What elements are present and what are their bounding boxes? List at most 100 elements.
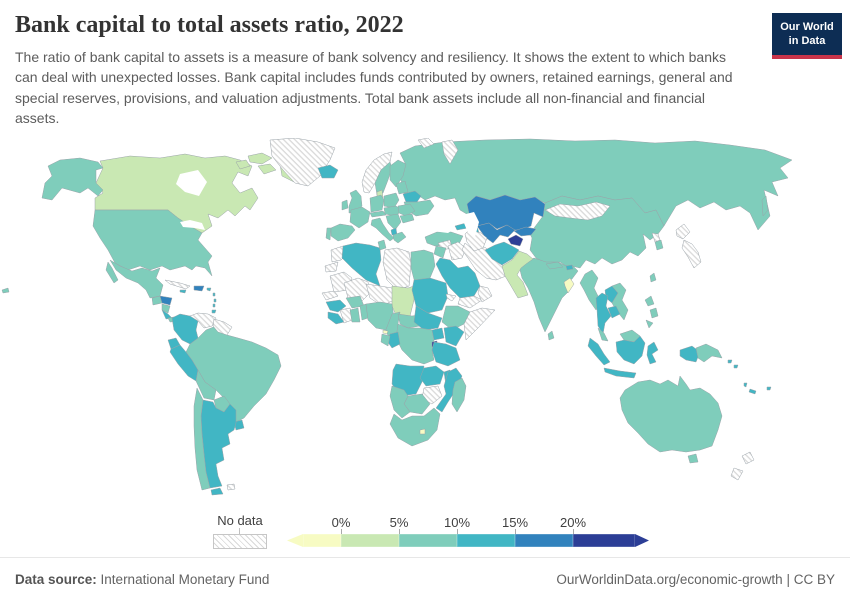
country-kenya[interactable] — [443, 325, 465, 347]
country-pakistan[interactable] — [501, 250, 534, 299]
country-kazakhstan[interactable] — [466, 194, 546, 231]
owid-link[interactable]: OurWorldinData.org/economic-growth — [556, 571, 783, 587]
country-namibia[interactable] — [389, 385, 411, 419]
country-dominican-republic[interactable] — [193, 285, 205, 292]
legend-segment-10-15[interactable] — [457, 534, 515, 547]
country-zambia[interactable] — [419, 365, 445, 387]
country-sudan[interactable] — [411, 277, 449, 314]
country-lesser-antilles[interactable] — [212, 292, 217, 308]
country-russia-sakhalin[interactable] — [761, 195, 769, 217]
country-indonesia-sumatra[interactable] — [587, 337, 611, 366]
country-nepal[interactable] — [545, 261, 564, 270]
country-fiji[interactable] — [766, 386, 772, 391]
country-usa-hawaii[interactable] — [1, 287, 10, 294]
legend-segment-gt20[interactable] — [573, 534, 635, 547]
country-myanmar[interactable] — [579, 269, 601, 311]
country-somalia[interactable] — [463, 307, 496, 341]
country-tunisia[interactable] — [377, 239, 387, 251]
country-north-korea[interactable] — [651, 232, 661, 243]
country-indonesia-sulawesi[interactable] — [646, 341, 659, 365]
country-new-caledonia[interactable] — [748, 388, 757, 395]
country-egypt[interactable] — [410, 249, 436, 284]
country-yemen[interactable] — [457, 295, 483, 309]
country-turkmenistan[interactable] — [464, 229, 488, 252]
country-italy[interactable] — [370, 217, 395, 242]
country-algeria[interactable] — [341, 242, 382, 287]
country-baltic-states[interactable] — [395, 180, 409, 195]
country-greenland[interactable] — [269, 138, 336, 187]
country-honduras[interactable] — [159, 295, 173, 306]
country-falkland-islands[interactable] — [226, 483, 236, 491]
no-data-swatch[interactable] — [213, 534, 267, 549]
country-mongolia[interactable] — [544, 201, 611, 221]
country-chile[interactable] — [193, 387, 211, 491]
country-bangladesh[interactable] — [563, 277, 575, 294]
country-vanuatu[interactable] — [743, 382, 748, 388]
country-belarus[interactable] — [402, 190, 422, 203]
legend-segment-5-10[interactable] — [399, 534, 457, 547]
country-switzerland-austria[interactable] — [369, 210, 387, 218]
country-senegal[interactable] — [321, 290, 339, 301]
country-taiwan[interactable] — [649, 272, 657, 283]
country-novaya-zemlya[interactable] — [441, 139, 459, 165]
country-puerto-rico[interactable] — [206, 287, 212, 292]
owid-logo[interactable]: Our World in Data — [772, 13, 842, 59]
country-south-korea[interactable] — [654, 239, 664, 251]
country-romania[interactable] — [397, 203, 416, 217]
legend-segment-0-5[interactable] — [341, 534, 399, 547]
country-france[interactable] — [349, 206, 371, 229]
country-canada-island[interactable] — [247, 152, 273, 165]
country-usa-alaska[interactable] — [41, 157, 104, 201]
country-eritrea[interactable] — [445, 293, 457, 302]
country-guyana-suriname[interactable] — [212, 318, 233, 336]
country-indonesia-java[interactable] — [603, 367, 637, 379]
country-uganda[interactable] — [431, 327, 445, 341]
country-nicaragua[interactable] — [161, 303, 171, 314]
country-canada-island[interactable] — [257, 163, 277, 175]
country-cambodia[interactable] — [607, 305, 621, 319]
country-australia[interactable] — [619, 375, 723, 453]
country-lesotho[interactable] — [419, 428, 426, 435]
country-south-africa[interactable] — [389, 407, 441, 447]
country-vietnam[interactable] — [611, 282, 629, 321]
country-western-sahara[interactable] — [324, 261, 339, 273]
country-guinea[interactable] — [325, 299, 347, 313]
country-oman[interactable] — [477, 285, 493, 303]
country-iceland[interactable] — [317, 164, 339, 179]
country-south-sudan[interactable] — [413, 305, 443, 331]
country-madagascar[interactable] — [451, 377, 467, 413]
country-tanzania[interactable] — [431, 341, 461, 367]
legend-segment-lt0[interactable] — [303, 534, 341, 547]
country-cuba[interactable] — [164, 279, 191, 290]
country-sri-lanka[interactable] — [547, 330, 555, 341]
country-new-zealand-north[interactable] — [741, 451, 755, 465]
country-chad[interactable] — [391, 285, 415, 321]
country-poland[interactable] — [383, 192, 400, 209]
country-usa[interactable] — [92, 209, 213, 277]
country-greece[interactable] — [392, 231, 407, 244]
country-israel-jordan[interactable] — [433, 245, 447, 259]
country-mexico-baja[interactable] — [105, 261, 119, 284]
country-gabon[interactable] — [380, 333, 391, 347]
country-ireland[interactable] — [341, 199, 349, 211]
country-jamaica[interactable] — [179, 289, 187, 294]
country-germany[interactable] — [369, 194, 385, 213]
country-japan-honshu[interactable] — [681, 239, 702, 269]
country-indonesia-borneo[interactable] — [615, 335, 646, 365]
country-indonesia-papua[interactable] — [679, 345, 701, 363]
country-mexico[interactable] — [109, 259, 164, 299]
country-bhutan[interactable] — [565, 264, 574, 271]
country-solomon-islands[interactable] — [727, 359, 739, 369]
country-balkans[interactable] — [385, 213, 402, 231]
country-equatorial-guinea[interactable] — [382, 329, 389, 335]
country-mozambique[interactable] — [435, 367, 463, 413]
country-ghana[interactable] — [349, 307, 361, 323]
country-svalbard[interactable] — [417, 138, 435, 149]
country-papua-new-guinea[interactable] — [695, 343, 723, 363]
country-saudi-arabia[interactable] — [435, 257, 481, 299]
country-portugal[interactable] — [325, 227, 332, 241]
country-japan[interactable] — [675, 223, 691, 240]
country-bulgaria[interactable] — [399, 213, 415, 224]
country-dr-congo[interactable] — [395, 323, 435, 365]
country-malaysia[interactable] — [597, 327, 609, 342]
